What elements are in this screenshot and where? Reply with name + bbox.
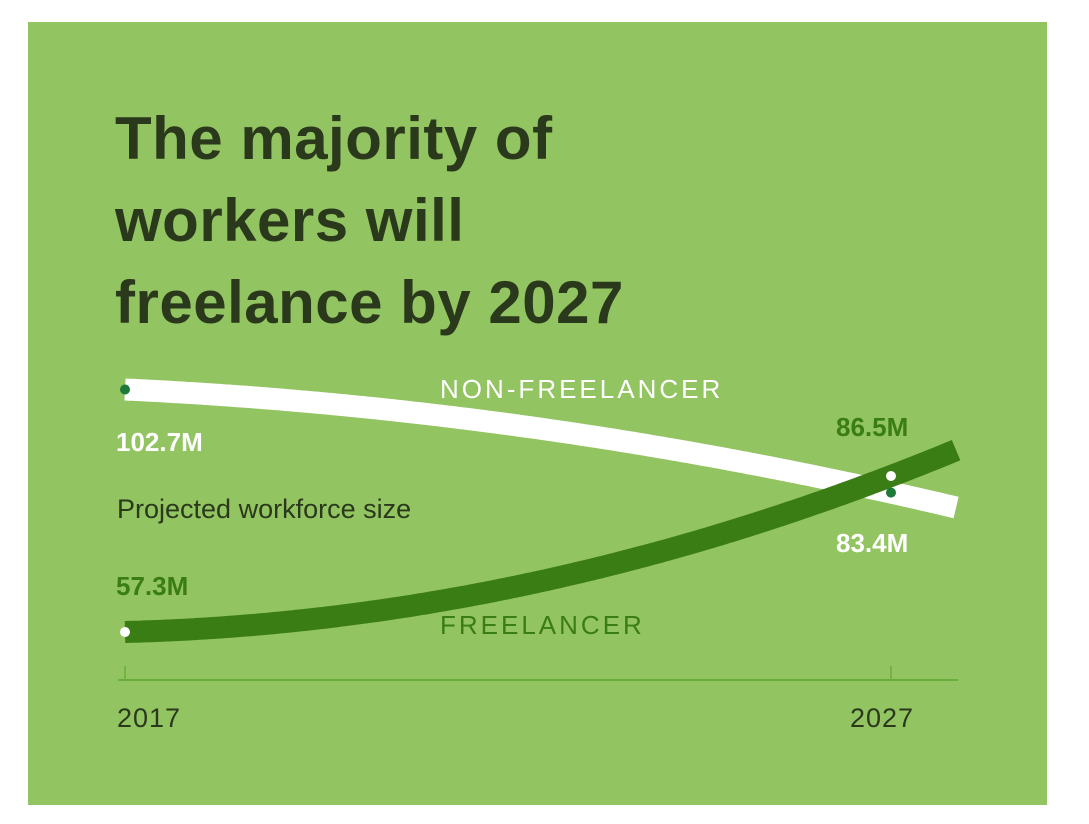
title-line-1: The majority of	[115, 105, 553, 172]
series-name-non-freelancer: NON-FREELANCER	[440, 374, 723, 404]
data-label-non-freelancer-2017: 102.7M	[116, 427, 203, 457]
title-line-2: workers will	[115, 187, 465, 254]
data-label-freelancer-2017: 57.3M	[116, 571, 188, 601]
series-line-non-freelancer	[124, 378, 959, 519]
data-point-non-freelancer-2027	[886, 487, 896, 498]
data-label-non-freelancer-2027: 83.4M	[836, 528, 908, 558]
data-label-freelancer-2027: 86.5M	[836, 412, 908, 442]
chart-title: The majority of workers will freelance b…	[115, 98, 624, 344]
data-point-freelancer-2027	[886, 471, 896, 482]
chart-panel	[28, 22, 1047, 805]
series-line-freelancer	[124, 439, 961, 643]
x-tick-label-2027: 2027	[850, 703, 914, 733]
subtitle: Projected workforce size	[117, 494, 411, 524]
x-tick-label-2017: 2017	[117, 703, 181, 733]
series-name-freelancer: FREELANCER	[440, 610, 645, 640]
data-point-non-freelancer-2017	[120, 384, 130, 395]
title-line-3: freelance by 2027	[115, 269, 624, 336]
data-point-freelancer-2017	[120, 627, 130, 637]
